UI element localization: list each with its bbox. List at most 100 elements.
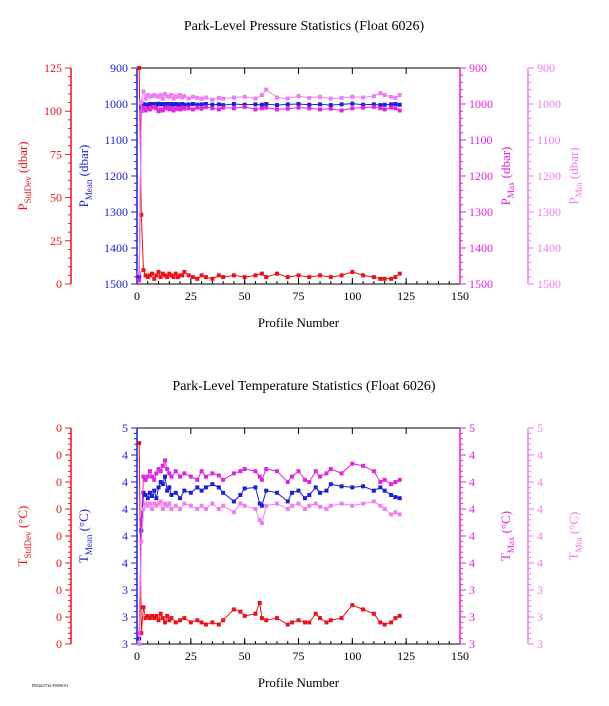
series-line-stddev [138, 443, 400, 634]
data-point-mean [173, 102, 178, 106]
data-point-min [160, 507, 165, 511]
y-axis-label-sub: StdDev [23, 176, 33, 204]
data-point-max [350, 106, 355, 111]
data-point-min [173, 503, 178, 508]
data-point-stddev [318, 273, 323, 278]
data-point-max [397, 108, 402, 113]
y-tick-label-stddev: 0 [56, 277, 62, 291]
data-point-mean [180, 102, 185, 106]
data-point-mean [188, 490, 193, 495]
data-point-min [203, 507, 208, 511]
data-point-min [221, 503, 226, 508]
data-point-stddev [137, 66, 142, 70]
data-point-min [328, 96, 333, 101]
data-point-stddev [328, 618, 333, 623]
data-point-mean [231, 499, 236, 504]
y-tick-label-mean: 4 [122, 556, 128, 570]
series-stddev [137, 441, 402, 636]
y-tick-label-max: 1300 [469, 205, 493, 219]
data-point-stddev [216, 273, 221, 278]
data-point-mean [154, 496, 159, 501]
data-point-stddev [143, 273, 148, 278]
data-point-stddev [257, 600, 262, 605]
data-point-min [178, 507, 183, 511]
data-point-min [147, 501, 152, 506]
series-line-min [138, 88, 400, 274]
data-point-mean [397, 496, 402, 501]
data-point-min [318, 94, 323, 99]
y-tick-label-max: 3 [469, 583, 475, 597]
chart-panel-2: Park-Level Temperature Statistics (Float… [15, 379, 584, 690]
y-tick-label-mean: 4 [122, 475, 128, 489]
data-point-min [178, 93, 183, 97]
data-point-min [264, 503, 269, 508]
data-point-max [382, 477, 387, 482]
y-tick-label-stddev: 100 [44, 104, 62, 118]
data-point-min [216, 95, 221, 100]
data-point-max [158, 469, 163, 474]
data-point-max [160, 463, 165, 468]
data-point-mean [339, 102, 344, 107]
data-point-max [242, 104, 247, 109]
data-point-max [221, 105, 226, 110]
data-point-mean [318, 102, 323, 107]
data-point-mean [210, 482, 215, 487]
data-point-min [182, 501, 187, 506]
data-point-stddev [147, 616, 152, 621]
data-point-min [147, 94, 152, 99]
data-point-min [210, 97, 215, 102]
data-point-stddev [145, 275, 150, 280]
data-point-stddev [389, 620, 394, 625]
data-point-stddev [180, 273, 185, 278]
data-point-stddev [285, 622, 290, 627]
data-point-min [389, 512, 394, 517]
data-point-mean [165, 488, 170, 493]
data-point-stddev [141, 268, 146, 273]
series-stddev [137, 66, 402, 281]
data-point-min [154, 503, 159, 508]
series-line-min [138, 500, 400, 645]
data-point-mean [150, 102, 155, 107]
data-point-max [188, 474, 193, 479]
y-axis-label-sub: Min [574, 537, 584, 553]
y-tick-label-min: 3 [537, 637, 543, 651]
y-tick-label-stddev: 125 [44, 61, 62, 75]
y-axis-label-unit: (dbar) [498, 147, 513, 182]
y-tick-label-stddev: 0 [56, 475, 62, 489]
y-tick-label-stddev: 75 [50, 147, 62, 161]
data-point-mean [397, 102, 402, 107]
data-point-min [139, 539, 144, 544]
data-point-stddev [167, 618, 172, 623]
data-point-max [156, 109, 161, 114]
data-point-max [361, 463, 366, 468]
data-point-min [257, 517, 262, 522]
data-point-max [328, 106, 333, 111]
data-point-max [165, 105, 170, 110]
data-point-mean [253, 485, 258, 490]
data-point-min [173, 94, 178, 99]
data-point-stddev [296, 273, 301, 278]
data-point-stddev [318, 616, 323, 621]
data-point-mean [231, 102, 236, 106]
data-point-stddev [169, 273, 174, 278]
data-point-stddev [203, 622, 208, 627]
data-point-min [393, 510, 398, 515]
y-axis-label-main: P [498, 198, 513, 205]
data-point-max [259, 477, 264, 482]
data-point-max [169, 474, 174, 479]
data-point-mean [169, 492, 174, 497]
data-point-min [290, 503, 295, 508]
data-point-min [259, 93, 264, 97]
data-point-stddev [178, 273, 183, 278]
data-point-min [158, 93, 163, 97]
data-point-stddev [173, 271, 178, 276]
x-axis-label: Profile Number [258, 675, 340, 690]
data-point-mean [328, 482, 333, 487]
data-point-stddev [242, 613, 247, 618]
y-tick-label-mean: 4 [122, 448, 128, 462]
data-point-min [210, 501, 215, 506]
y-axis-label-main: P [15, 203, 30, 210]
data-point-max [199, 106, 204, 111]
data-point-mean [259, 102, 264, 107]
data-point-max [397, 477, 402, 482]
